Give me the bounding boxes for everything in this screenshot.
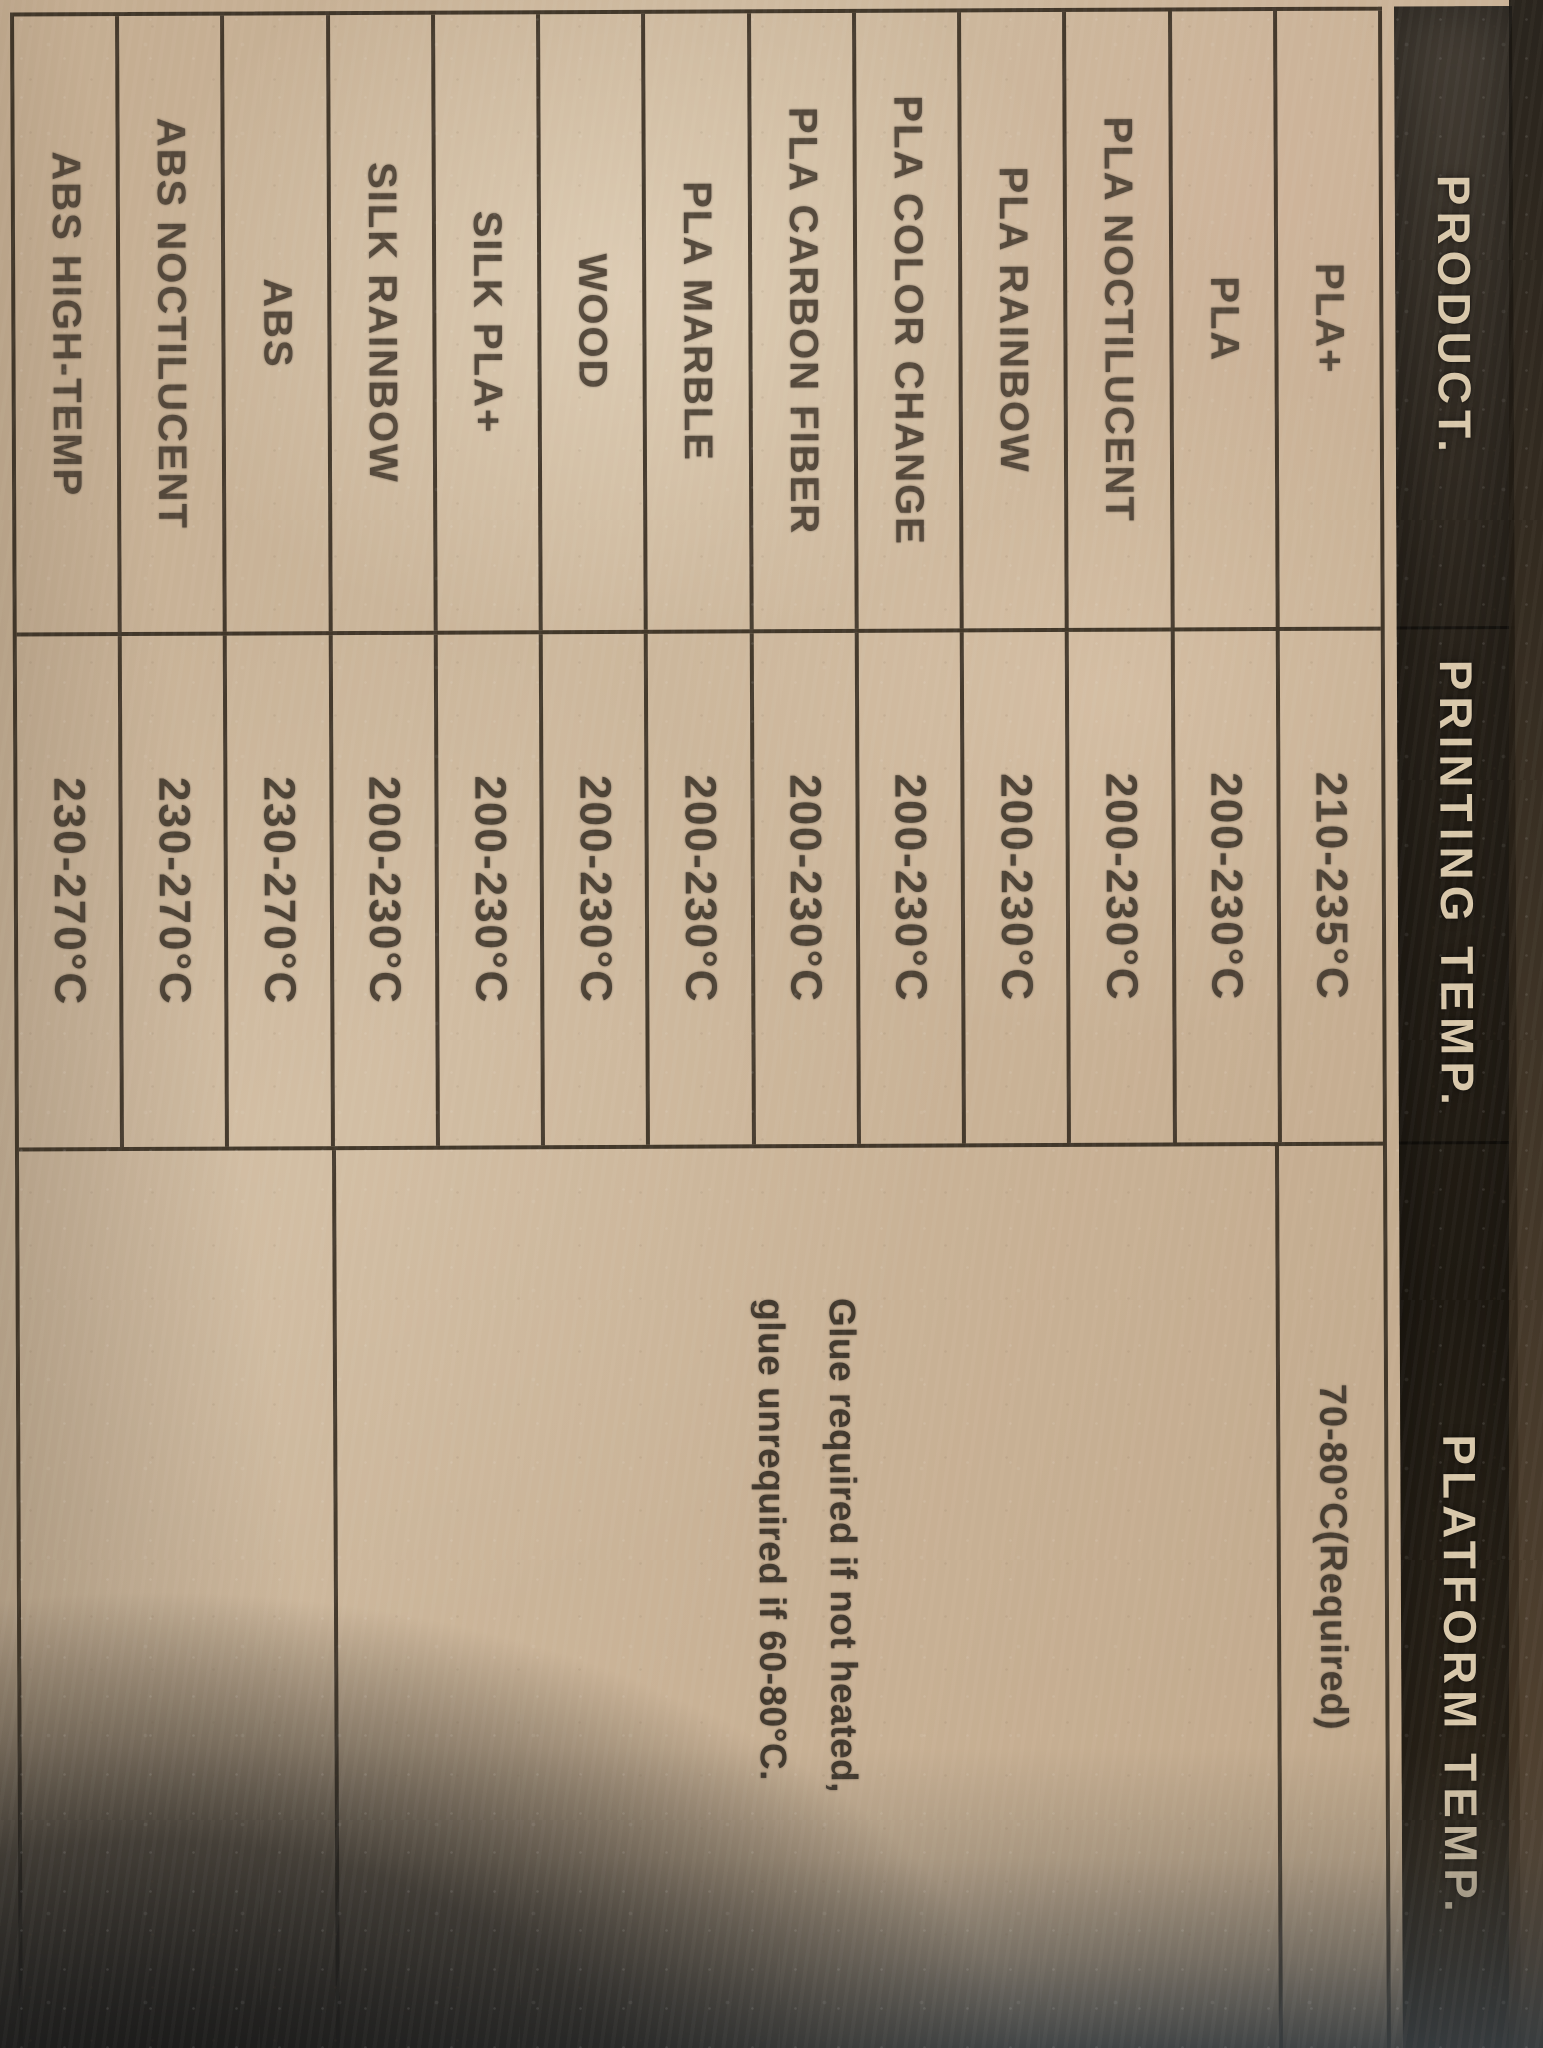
platform-temp-column: 70-80°C(Required) Glue required if not h… (19, 1145, 1388, 2048)
table-body: PLA+ PLA PLA NOCTILUCENT PLA RAINBOW PLA… (10, 6, 1392, 2048)
glue-note-line-2: glue unrequired if 60-80°C. (750, 1298, 795, 1782)
glue-note-line-1: Glue required if not heated, (821, 1297, 865, 1794)
table-header-row: PRODUCT. PRINTING TEMP. PLATFORM TEMP. (1394, 6, 1522, 2048)
table-row-printing-temp: 230-270°C (117, 635, 226, 1148)
platform-pla-plus-value: 70-80°C(Required) (1311, 1383, 1355, 1731)
table-row-printing-temp: 200-230°C (328, 634, 436, 1147)
table-row-product: PLA NOCTILUCENT (1062, 11, 1171, 628)
table-row-printing-temp: 200-230°C (854, 632, 963, 1144)
filament-temperature-table: PRODUCT. PRINTING TEMP. PLATFORM TEMP. P… (10, 6, 1522, 2048)
table-row-product: PLA COLOR CHANGE (851, 12, 960, 629)
platform-pla-plus-cell: 70-80°C(Required) (1274, 1145, 1388, 2048)
table-row-printing-temp: 230-270°C (223, 635, 331, 1147)
table-row-product: PLA CARBON FIBER (746, 12, 855, 630)
table-row-printing-temp: 200-230°C (749, 632, 857, 1145)
table-row-printing-temp: 200-230°C (433, 634, 542, 1146)
header-cell-product: PRODUCT. (1394, 6, 1515, 627)
table-row-product: WOOD (536, 13, 645, 631)
table-row-printing-temp: 200-230°C (538, 633, 647, 1146)
printing-temp-column: 210-235°C 200-230°C 200-230°C 200-230°C … (16, 630, 1383, 1152)
table-row-product: PLA RAINBOW (957, 11, 1066, 629)
table-row-product: ABS HIGH-TEMP (43, 151, 90, 498)
table-row-printing-temp: 200-230°C (959, 631, 1068, 1144)
platform-glue-note-cell: Glue required if not heated, glue unrequ… (331, 1146, 1280, 2048)
table-row-printing-temp: 200-230°C (1170, 631, 1278, 1143)
table-row-product: PLA (1167, 11, 1276, 628)
header-cell-platform-temp: PLATFORM TEMP. (1398, 1140, 1522, 2048)
table-row-product: PLA MARBLE (641, 13, 750, 630)
header-cell-printing-temp: PRINTING TEMP. (1396, 625, 1517, 1142)
table-row-printing-temp: 210-235°C (1275, 630, 1383, 1143)
header-platform-temp-label: PLATFORM TEMP. (1433, 1434, 1488, 1918)
table-row-product: ABS NOCTILUCENT (115, 15, 224, 633)
header-printing-temp-label: PRINTING TEMP. (1429, 659, 1484, 1111)
table-row-product: SILK PLA+ (430, 14, 539, 631)
table-row-product: SILK RAINBOW (325, 14, 434, 632)
table-row-product: PLA+ (1272, 10, 1381, 628)
platform-abs-cell (19, 1150, 336, 2048)
table-row-product: ABS (220, 15, 329, 632)
product-column: PLA+ PLA PLA NOCTILUCENT PLA RAINBOW PLA… (14, 10, 1381, 637)
table-row-printing-temp: 200-230°C (1065, 631, 1173, 1143)
table-row-printing-temp: 200-230°C (644, 633, 752, 1145)
header-product-label: PRODUCT. (1427, 174, 1481, 458)
table-row-printing-temp: 230-270°C (43, 777, 94, 1007)
